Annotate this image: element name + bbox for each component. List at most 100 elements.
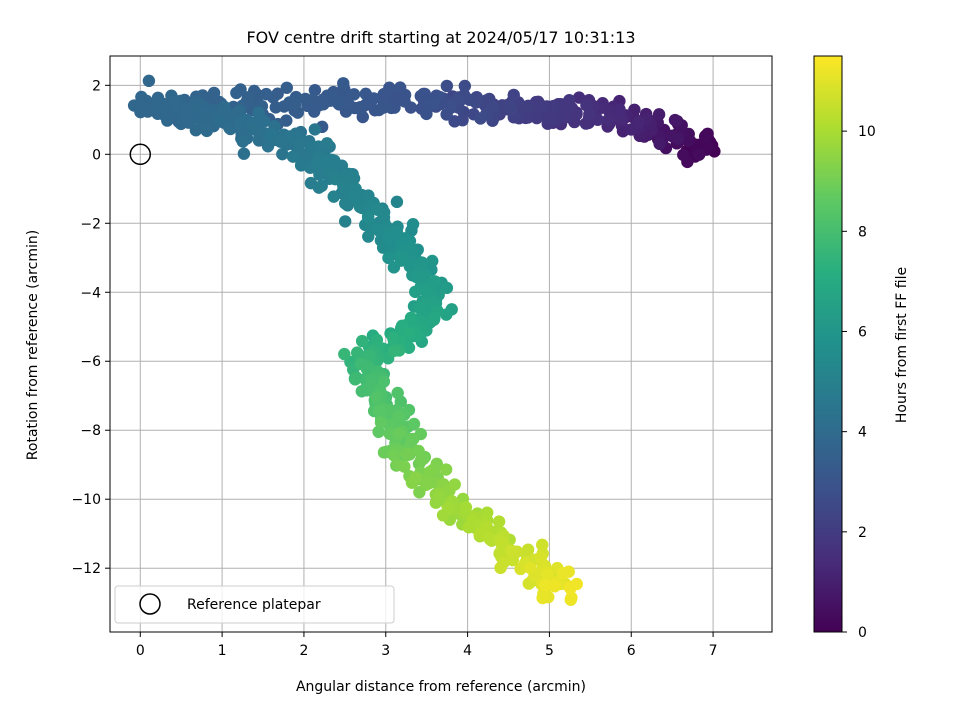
y-tick-label: −10 (71, 492, 101, 508)
drift-point (565, 591, 578, 604)
x-tick-label: 7 (709, 643, 718, 659)
x-tick-label: 0 (136, 643, 145, 659)
drift-point (440, 281, 454, 295)
x-tick-label: 6 (627, 643, 636, 659)
drift-point (337, 77, 350, 90)
colorbar-tick-label: 0 (858, 625, 867, 641)
drift-point (556, 567, 570, 580)
drift-point (308, 123, 322, 136)
drift-point (407, 417, 421, 431)
drift-point (355, 334, 369, 348)
drift-point (169, 97, 182, 111)
drift-point (418, 87, 431, 101)
drift-point (444, 99, 457, 112)
drift-point (329, 172, 342, 186)
drift-point (338, 347, 351, 361)
legend-box (114, 585, 395, 624)
drift-point (372, 425, 385, 439)
drift-point (410, 270, 423, 284)
drift-point (398, 460, 411, 473)
y-tick-label: −8 (80, 423, 101, 439)
drift-point (224, 122, 237, 136)
reference-platepar-marker (129, 143, 152, 166)
drift-point (387, 449, 400, 462)
drift-point (236, 135, 250, 148)
drift-point (583, 107, 596, 121)
drift-point (294, 159, 308, 172)
colorbar-tick-label: 8 (858, 224, 867, 240)
drift-point (261, 140, 275, 153)
drift-point (189, 124, 203, 137)
drift-point (383, 427, 396, 440)
drift-point (283, 130, 296, 143)
data-points (127, 74, 721, 606)
drift-point (400, 448, 414, 461)
drift-point (492, 515, 506, 528)
drift-point (388, 344, 401, 357)
drift-point (362, 230, 375, 243)
drift-point (338, 215, 352, 228)
drift-point (652, 108, 666, 121)
plot-frame (109, 55, 773, 633)
drift-point (420, 285, 434, 298)
drift-point (442, 501, 455, 515)
drift-point (285, 97, 298, 110)
drift-point (200, 124, 214, 138)
drift-point (505, 544, 518, 557)
x-axis-label: Angular distance from reference (arcmin) (296, 679, 586, 695)
drift-point (347, 172, 361, 185)
drift-point (373, 404, 386, 418)
colorbar-tick-label: 4 (858, 425, 867, 441)
drift-point (193, 112, 207, 126)
drift-point (391, 386, 404, 400)
drift-point (462, 521, 475, 534)
drift-point (317, 98, 330, 111)
drift-point (412, 444, 425, 458)
drift-point (393, 81, 407, 94)
colorbar-ticks: 0 2 4 6 8 10 (842, 124, 876, 641)
drift-point (320, 137, 334, 150)
drift-point (360, 362, 373, 375)
drift-point (377, 375, 391, 388)
drift-point (423, 465, 437, 479)
drift-point (494, 561, 507, 575)
drift-point (541, 568, 554, 581)
drift-point (213, 115, 226, 128)
drift-point (265, 128, 278, 142)
x-tick-label: 2 (299, 643, 308, 659)
drift-point (668, 113, 682, 127)
x-tick-label: 1 (218, 643, 227, 659)
drift-point (142, 74, 156, 88)
drift-point (280, 81, 294, 94)
drift-point (534, 101, 548, 114)
drift-point (394, 254, 408, 267)
drift-point (353, 200, 367, 214)
drift-point (692, 148, 706, 161)
drift-point (503, 99, 517, 113)
drift-point (163, 106, 176, 120)
drift-point (458, 79, 472, 93)
legend: Reference platepar (114, 585, 395, 624)
drift-point (414, 454, 427, 468)
drift-point (269, 101, 282, 114)
x-tick-label: 4 (463, 643, 472, 659)
drift-point (413, 301, 426, 315)
y-tick-label: 2 (92, 78, 101, 94)
drift-point (539, 578, 552, 592)
axes: 0 1 2 3 4 5 6 7 2 0 −2 −4 −6 −8 −10 −12 (71, 55, 773, 659)
drift-point (390, 195, 404, 209)
drift-point (382, 251, 395, 265)
colorbar-tick-label: 6 (858, 324, 867, 340)
drift-point (536, 591, 549, 605)
drift-point (440, 79, 454, 93)
colorbar-gradient (813, 55, 843, 633)
colorbar-label: Hours from first FF file (894, 267, 910, 423)
drift-point (601, 114, 615, 127)
drift-point (376, 241, 390, 254)
drift-point (564, 582, 577, 595)
drift-point (420, 478, 433, 491)
drift-point (677, 148, 690, 162)
legend-entry-label: Reference platepar (187, 597, 321, 613)
y-tick-label: −12 (71, 561, 101, 577)
drift-point (260, 87, 273, 101)
